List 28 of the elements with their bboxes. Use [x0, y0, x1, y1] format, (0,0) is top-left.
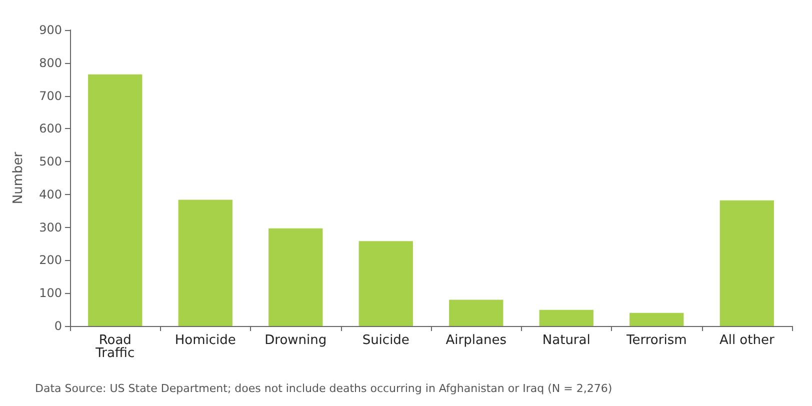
y-tick-label: 600 [39, 122, 62, 136]
bar [358, 241, 413, 326]
x-tick-label: Suicide [362, 333, 410, 348]
y-axis-title: Number [11, 151, 26, 204]
x-tick-label: Drowning [264, 333, 327, 348]
bar [268, 228, 323, 326]
y-tick-label: 900 [39, 23, 62, 37]
bar [720, 200, 774, 326]
y-tick-label: 300 [39, 220, 62, 234]
y-tick-label: 500 [39, 154, 62, 169]
y-tick-label: 0 [54, 319, 62, 333]
source-note: Data Source: US State Department; does not include deaths occurring in Afghanistan or Iraq (N = 2,276) [35, 382, 612, 395]
bar [539, 310, 594, 326]
y-tick-label: 200 [39, 253, 62, 268]
x-tick-label: Homicide [174, 333, 236, 348]
x-tick-label: Natural [542, 333, 590, 348]
y-tick-label: 700 [39, 88, 62, 103]
x-tick-label: All other [719, 333, 775, 348]
bar [88, 74, 142, 326]
bar [630, 312, 684, 326]
x-tick-label: Terrorism [625, 333, 687, 348]
bar [178, 200, 232, 326]
y-tick-label: 400 [39, 187, 62, 202]
x-tick-label: Road Traffic [94, 333, 135, 361]
y-tick-label: 800 [39, 56, 62, 70]
y-tick-label: 100 [39, 286, 62, 300]
x-tick-label: Airplanes [446, 333, 507, 348]
bar [449, 300, 504, 326]
